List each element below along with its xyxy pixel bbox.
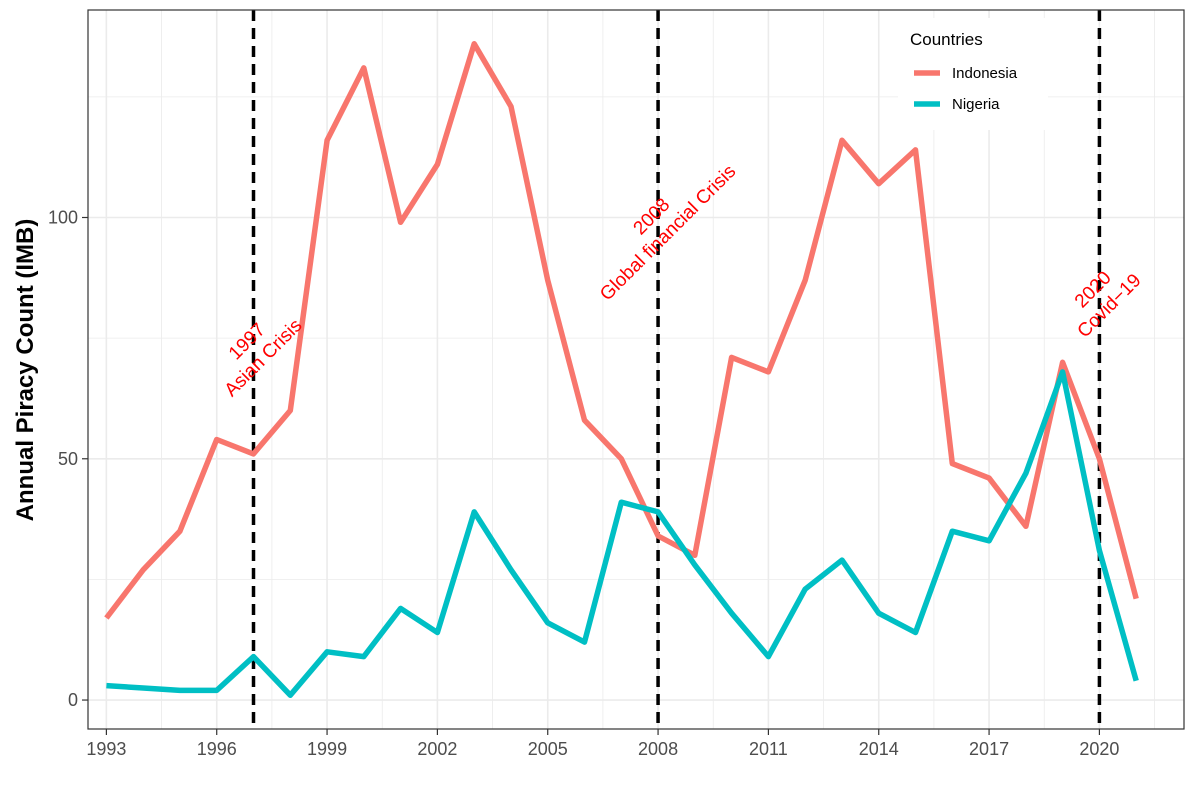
plot-panel-border [87,9,1185,730]
event-annotation-label: Global financial Crisis [596,161,740,305]
x-tick-label: 2020 [1079,739,1119,759]
x-tick-label: 2002 [417,739,457,759]
x-tick-label: 2011 [749,739,788,759]
x-tick-label: 2017 [969,739,1009,759]
x-axis: 1993 1996 1999 2002 2005 2008 2011 2014 2017 2020 [86,729,1119,759]
series-line-indonesia [104,41,1139,620]
y-axis: 0 50 100 [48,207,88,710]
x-tick-label: 2008 [638,739,678,759]
y-axis-title: Annual Piracy Count (IMB) [12,219,39,522]
series-lines [104,41,1139,698]
legend-label-nigeria: Nigeria [952,96,1000,113]
y-tick-label: 0 [68,690,78,710]
legend-label-indonesia: Indonesia [952,65,1018,82]
legend-title: Countries [910,30,983,49]
series-line-nigeria [106,369,1139,698]
x-tick-label: 1999 [307,739,347,759]
y-tick-label: 50 [58,449,78,469]
x-tick-label: 2014 [859,739,899,759]
y-tick-label: 100 [48,207,78,227]
event-lines [251,10,1102,729]
legend: Countries Indonesia Nigeria [898,18,1048,130]
x-tick-label: 1996 [197,739,237,759]
x-tick-label: 2005 [528,739,568,759]
x-tick-label: 1993 [86,739,126,759]
grid [88,10,1184,729]
